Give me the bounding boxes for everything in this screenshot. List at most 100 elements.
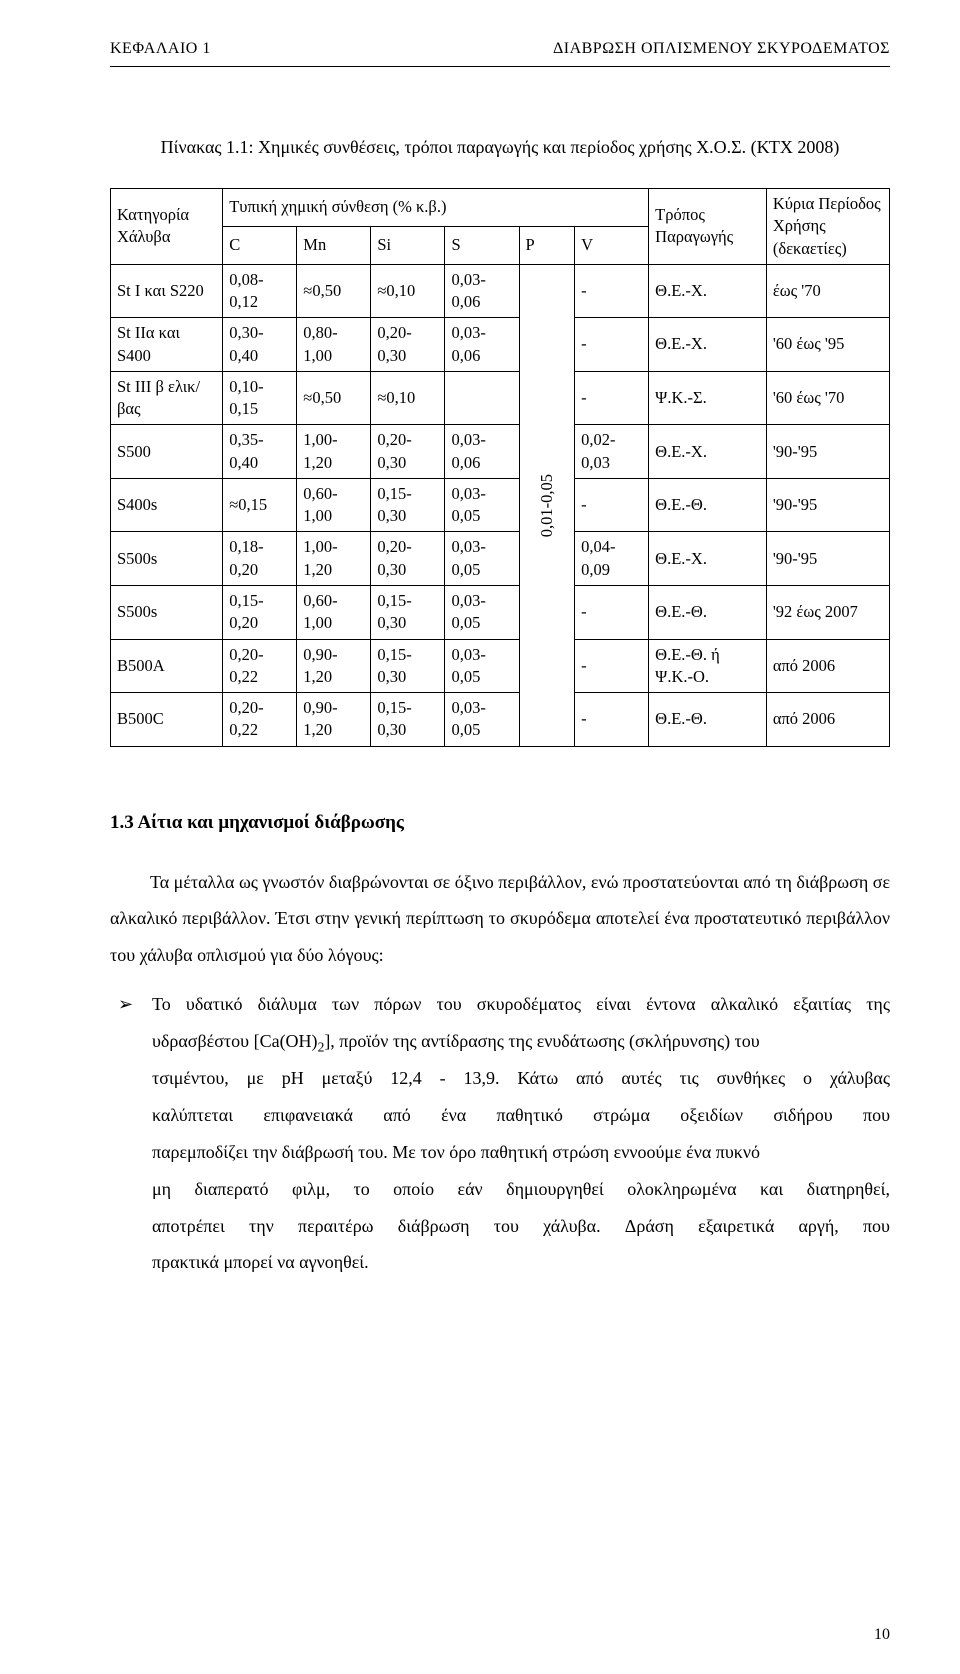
table-cell: Θ.Ε.-Θ. (649, 585, 767, 639)
table-cell: 0,20-0,30 (371, 532, 445, 586)
table-cell: - (575, 639, 649, 693)
table-cell: 0,03-0,05 (445, 693, 519, 747)
table-row: St III β ελικ/βας0,10-0,15≈0,50≈0,10 -Ψ.Κ… (111, 371, 890, 425)
bullet-item: ➢ Τουδατικόδιάλυματωνπόρωντουσκυροδέματο… (110, 986, 890, 1281)
bullet-line: τσιμέντου,μεpHμεταξύ12,4-13,9.Κάτωαπόαυτ… (152, 1060, 890, 1097)
table-cell: Ψ.Κ.-Σ. (649, 371, 767, 425)
table-cell: - (575, 693, 649, 747)
table-cell: '92 έως 2007 (766, 585, 889, 639)
table-cell: ≈0,10 (371, 264, 445, 318)
col-group-composition: Τυπική χημική σύνθεση (% κ.β.) (223, 189, 649, 227)
table-cell: από 2006 (766, 693, 889, 747)
page-header: ΚΕΦΑΛΑΙΟ 1 ΔΙΑΒΡΩΣΗ ΟΠΛΙΣΜΕΝΟΥ ΣΚΥΡΟΔΕΜΑ… (110, 40, 890, 67)
bullet-line: αποτρέπειτηνπεραιτέρωδιάβρωσητουχάλυβα.Δ… (152, 1208, 890, 1245)
table-cell: ≈0,50 (297, 371, 371, 425)
table-cell: - (575, 585, 649, 639)
table-cell: Θ.Ε.-Θ. (649, 478, 767, 532)
table-cell: - (575, 478, 649, 532)
table-cell: ≈0,10 (371, 371, 445, 425)
table-cell: 0,30-0,40 (223, 318, 297, 372)
table-cell: Θ.Ε.-Θ. (649, 693, 767, 747)
table-cell: S500s (111, 585, 223, 639)
table-cell: 0,03-0,05 (445, 639, 519, 693)
bullet-line: Τουδατικόδιάλυματωνπόρωντουσκυροδέματοςε… (152, 986, 890, 1023)
col-si: Si (371, 226, 445, 264)
col-period: Κύρια Περίοδος Χρήσης (δεκαετίες) (766, 189, 889, 265)
table-cell: 0,90-1,20 (297, 639, 371, 693)
table-cell: S500s (111, 532, 223, 586)
table-cell: 0,02-0,03 (575, 425, 649, 479)
table-cell: ≈0,15 (223, 478, 297, 532)
table-cell: 0,15-0,30 (371, 639, 445, 693)
table-cell: 0,03-0,05 (445, 585, 519, 639)
table-cell: St IIα και S400 (111, 318, 223, 372)
table-cell: 0,80-1,00 (297, 318, 371, 372)
table-cell: '60 έως '70 (766, 371, 889, 425)
table-cell: - (575, 371, 649, 425)
table-cell: 0,15-0,20 (223, 585, 297, 639)
bullet-marker: ➢ (110, 986, 142, 1281)
table-cell: 0,90-1,20 (297, 693, 371, 747)
table-cell: 0,18-0,20 (223, 532, 297, 586)
table-cell: 0,03-0,06 (445, 264, 519, 318)
table-cell: 0,60-1,00 (297, 585, 371, 639)
table-cell: 0,04-0,09 (575, 532, 649, 586)
table-row: S500s0,18-0,201,00-1,200,20-0,300,03-0,0… (111, 532, 890, 586)
table-cell: Θ.Ε.-Χ. (649, 318, 767, 372)
table-cell: Θ.Ε.-Χ. (649, 425, 767, 479)
table-row: S400s≈0,150,60-1,000,15-0,300,03-0,05-Θ.… (111, 478, 890, 532)
table-cell: 1,00-1,20 (297, 532, 371, 586)
table-cell: 1,00-1,20 (297, 425, 371, 479)
paragraph-1: Τα μέταλλα ως γνωστόν διαβρώνονται σε όξ… (110, 864, 890, 975)
table-cell: S400s (111, 478, 223, 532)
col-method: Τρόπος Παραγωγής (649, 189, 767, 265)
bullet-line: παρεμποδίζει την διάβρωσή του. Με τον όρ… (152, 1134, 890, 1171)
table-cell: 0,03-0,06 (445, 318, 519, 372)
table-row: B500A0,20-0,220,90-1,200,15-0,300,03-0,0… (111, 639, 890, 693)
table-cell: '90-'95 (766, 532, 889, 586)
table-cell: 0,08-0,12 (223, 264, 297, 318)
table-cell: 0,35-0,40 (223, 425, 297, 479)
table-row: St I και S2200,08-0,12≈0,50≈0,100,03-0,0… (111, 264, 890, 318)
table-cell: '90-'95 (766, 425, 889, 479)
page-number: 10 (874, 1626, 890, 1644)
table-cell: 0,15-0,30 (371, 478, 445, 532)
table-cell: B500A (111, 639, 223, 693)
table-cell: 0,60-1,00 (297, 478, 371, 532)
col-s: S (445, 226, 519, 264)
table-cell: 0,20-0,22 (223, 639, 297, 693)
table-row: S5000,35-0,401,00-1,200,20-0,300,03-0,06… (111, 425, 890, 479)
bullet-line: μηδιαπερατόφιλμ,τοοποίοεάνδημιουργηθείολ… (152, 1171, 890, 1208)
table-cell: 0,20-0,30 (371, 425, 445, 479)
bullet-line: πρακτικά μπορεί να αγνοηθεί. (152, 1244, 890, 1281)
section-title: 1.3 Αίτια και μηχανισμοί διάβρωσης (110, 812, 890, 834)
header-right: ΔΙΑΒΡΩΣΗ ΟΠΛΙΣΜΕΝΟΥ ΣΚΥΡΟΔΕΜΑΤΟΣ (553, 40, 890, 58)
table-cell: S500 (111, 425, 223, 479)
table-cell: - (575, 264, 649, 318)
header-left: ΚΕΦΑΛΑΙΟ 1 (110, 40, 211, 58)
table-row: S500s0,15-0,200,60-1,000,15-0,300,03-0,0… (111, 585, 890, 639)
composition-table: Κατηγορία Χάλυβα Τυπική χημική σύνθεση (… (110, 188, 890, 747)
table-cell: ≈0,50 (297, 264, 371, 318)
table-cell: 0,20-0,22 (223, 693, 297, 747)
table-row: B500C0,20-0,220,90-1,200,15-0,300,03-0,0… (111, 693, 890, 747)
table-cell: St I και S220 (111, 264, 223, 318)
p-column-merged: 0,01-0,05 (519, 264, 575, 746)
table-cell: Θ.Ε.-Χ. (649, 532, 767, 586)
table-cell: Θ.Ε.-Χ. (649, 264, 767, 318)
table-cell: B500C (111, 693, 223, 747)
table-cell: έως '70 (766, 264, 889, 318)
table-cell: 0,03-0,06 (445, 425, 519, 479)
table-cell: 0,10-0,15 (223, 371, 297, 425)
bullet-line: καλύπτεταιεπιφανειακάαπόέναπαθητικόστρώμ… (152, 1097, 890, 1134)
table-cell: - (575, 318, 649, 372)
table-cell: 0,15-0,30 (371, 585, 445, 639)
col-mn: Mn (297, 226, 371, 264)
table-cell: από 2006 (766, 639, 889, 693)
bullet-line: υδρασβέστου [Ca(OH)2], προϊόν της αντίδρ… (152, 1023, 890, 1060)
table-cell: 0,15-0,30 (371, 693, 445, 747)
table-row: St IIα και S4000,30-0,400,80-1,000,20-0,… (111, 318, 890, 372)
col-category: Κατηγορία Χάλυβα (111, 189, 223, 265)
bullet-text: Τουδατικόδιάλυματωνπόρωντουσκυροδέματοςε… (152, 986, 890, 1281)
table-cell: St III β ελικ/βας (111, 371, 223, 425)
